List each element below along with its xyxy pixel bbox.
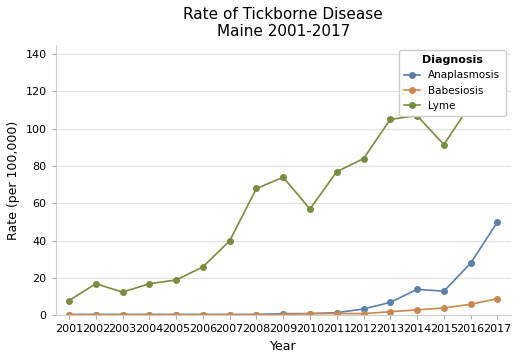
Babesiosis [173, 312, 179, 317]
Lyme [334, 170, 340, 174]
Babesiosis [307, 311, 313, 316]
Lyme [66, 298, 72, 303]
Anaplasmosis [414, 287, 420, 292]
Babesiosis [334, 311, 340, 316]
Lyme [467, 102, 474, 107]
Anaplasmosis [334, 311, 340, 315]
Anaplasmosis [307, 311, 313, 316]
Line: Lyme: Lyme [66, 55, 500, 303]
Babesiosis [253, 312, 259, 317]
Anaplasmosis [227, 312, 233, 317]
Anaplasmosis [467, 261, 474, 265]
Anaplasmosis [173, 312, 179, 317]
Anaplasmosis [253, 312, 259, 317]
Babesiosis [120, 312, 126, 317]
Anaplasmosis [280, 311, 287, 316]
X-axis label: Year: Year [270, 340, 296, 353]
Anaplasmosis [146, 312, 152, 317]
Lyme [93, 282, 99, 286]
Babesiosis [93, 312, 99, 317]
Anaplasmosis [200, 312, 206, 317]
Lyme [387, 117, 394, 122]
Lyme [495, 55, 501, 60]
Babesiosis [387, 310, 394, 314]
Anaplasmosis [66, 312, 72, 317]
Legend: Anaplasmosis, Babesiosis, Lyme: Anaplasmosis, Babesiosis, Lyme [399, 50, 505, 116]
Anaplasmosis [360, 307, 367, 311]
Babesiosis [414, 308, 420, 312]
Lyme [307, 207, 313, 211]
Anaplasmosis [441, 289, 447, 293]
Anaplasmosis [387, 300, 394, 305]
Lyme [414, 113, 420, 118]
Babesiosis [146, 312, 152, 317]
Babesiosis [66, 312, 72, 317]
Lyme [173, 278, 179, 282]
Lyme [441, 143, 447, 147]
Anaplasmosis [495, 220, 501, 224]
Lyme [200, 265, 206, 269]
Lyme [360, 157, 367, 161]
Lyme [120, 290, 126, 294]
Anaplasmosis [120, 312, 126, 317]
Lyme [227, 239, 233, 243]
Babesiosis [467, 302, 474, 306]
Babesiosis [200, 312, 206, 317]
Babesiosis [280, 312, 287, 317]
Title: Rate of Tickborne Disease
Maine 2001-2017: Rate of Tickborne Disease Maine 2001-201… [184, 7, 383, 39]
Y-axis label: Rate (per 100,000): Rate (per 100,000) [7, 121, 20, 240]
Babesiosis [360, 311, 367, 316]
Line: Anaplasmosis: Anaplasmosis [66, 219, 500, 317]
Anaplasmosis [93, 312, 99, 317]
Lyme [280, 175, 287, 179]
Lyme [146, 282, 152, 286]
Lyme [253, 186, 259, 191]
Line: Babesiosis: Babesiosis [66, 296, 500, 317]
Babesiosis [441, 306, 447, 310]
Babesiosis [495, 297, 501, 301]
Babesiosis [227, 312, 233, 317]
